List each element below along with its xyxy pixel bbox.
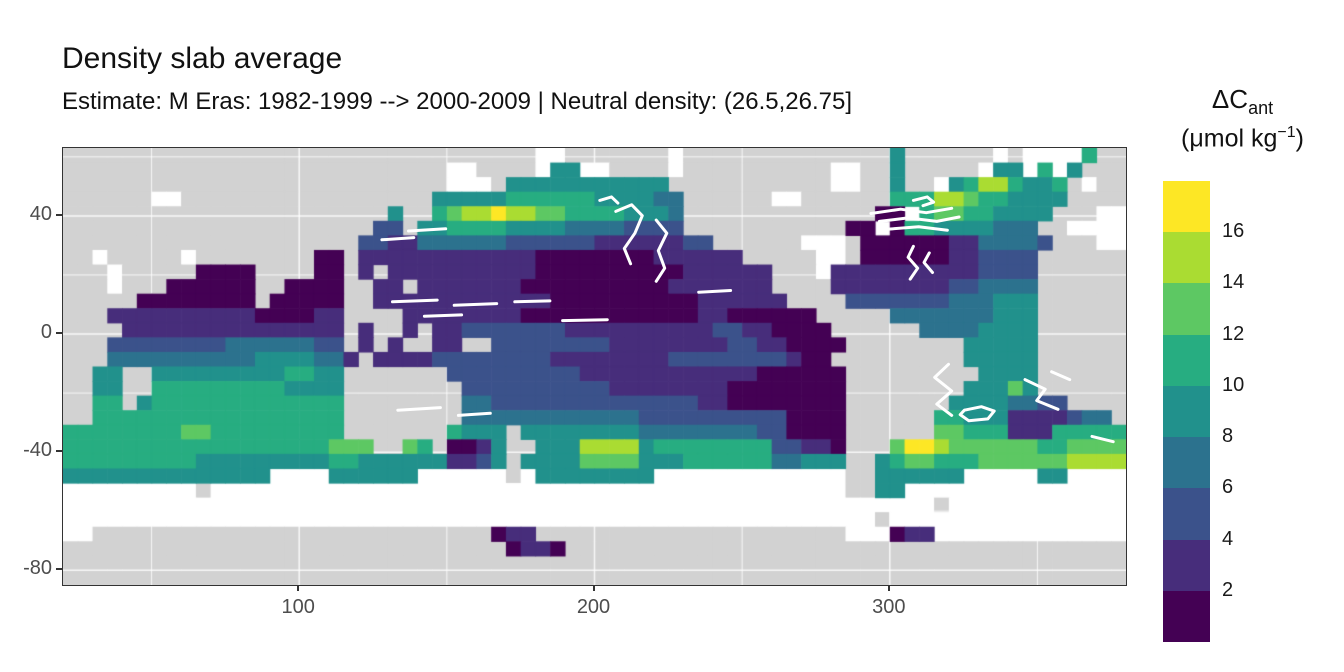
legend-title-main: ΔC (1211, 84, 1249, 114)
colorbar-swatch (1163, 437, 1210, 489)
legend-units-superscript: −1 (1277, 124, 1296, 141)
y-tick-mark (56, 450, 62, 453)
x-tick-mark (887, 585, 890, 591)
legend-units: (μmol kg−1) (1140, 124, 1344, 153)
plot-title: Density slab average (62, 42, 343, 75)
colorbar-swatch (1163, 232, 1210, 284)
colorbar (1163, 181, 1210, 642)
y-tick-mark (56, 568, 62, 571)
legend-title-subscript: ant (1248, 98, 1274, 119)
plot-subtitle: Estimate: M Eras: 1982-1999 --> 2000-200… (62, 88, 853, 115)
x-tick-mark (297, 585, 300, 591)
colorbar-tick-label: 2 (1222, 578, 1234, 601)
x-tick-mark (592, 585, 595, 591)
y-tick-mark (56, 213, 62, 216)
colorbar-swatch (1163, 488, 1210, 540)
legend-units-post: ) (1295, 124, 1304, 153)
world-map-raster (63, 148, 1126, 585)
colorbar-swatch (1163, 385, 1210, 438)
colorbar-tick-label: 8 (1222, 425, 1234, 448)
colorbar-tick-label: 10 (1222, 373, 1245, 396)
y-tick-mark (56, 332, 62, 335)
colorbar-swatch (1163, 181, 1210, 233)
x-tick-label: 300 (872, 596, 906, 618)
y-tick-label: -40 (23, 439, 52, 462)
colorbar-swatch (1163, 590, 1210, 642)
colorbar-tick-label: 4 (1222, 527, 1234, 550)
colorbar-swatch (1163, 283, 1210, 335)
colorbar-tick-label: 16 (1222, 220, 1245, 243)
y-tick-label: 0 (40, 321, 52, 344)
colorbar-tick-label: 14 (1222, 271, 1245, 294)
y-tick-label: 40 (29, 202, 52, 225)
y-tick-label: -80 (23, 557, 52, 580)
x-tick-label: 200 (576, 596, 611, 618)
map-panel (62, 147, 1127, 586)
colorbar-swatch (1163, 539, 1210, 591)
legend-units-pre: (μmol kg (1181, 124, 1278, 153)
legend-title: ΔCant (1140, 84, 1344, 119)
colorbar-tick-label: 12 (1222, 322, 1245, 345)
colorbar-swatch (1163, 334, 1210, 386)
x-tick-label: 100 (281, 596, 315, 618)
colorbar-tick-label: 6 (1222, 476, 1234, 499)
